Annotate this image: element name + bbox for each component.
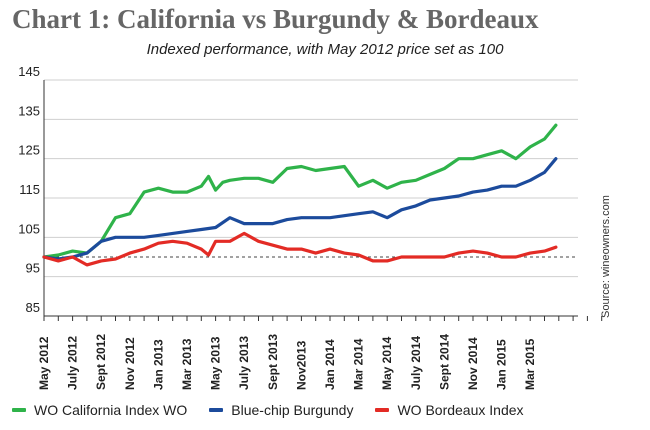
y-tick-label: 85 xyxy=(26,300,40,315)
x-tick-label: Sept 2012 xyxy=(94,334,108,390)
source-label: Source: wineowners.com xyxy=(600,195,612,318)
chart-subtitle: Indexed performance, with May 2012 price… xyxy=(146,41,504,58)
x-tick-label: May 2014 xyxy=(380,336,394,390)
x-tick-label: May 2013 xyxy=(209,336,223,390)
x-tick-label: Jan 2013 xyxy=(151,339,165,390)
x-tick-label: Mar 2015 xyxy=(523,338,537,390)
y-tick-label: 145 xyxy=(18,64,40,79)
x-tick-label: Jan 2015 xyxy=(495,339,509,390)
x-tick-label: Mar 2013 xyxy=(180,338,194,390)
legend-item-bordeaux: WO Bordeaux Index xyxy=(375,402,524,418)
legend-label-bordeaux: WO Bordeaux Index xyxy=(397,402,524,418)
y-tick-label: 125 xyxy=(18,143,40,158)
bordeaux-line xyxy=(42,231,558,267)
x-tick-label: Mar 2014 xyxy=(352,338,366,390)
x-tick-label: Nov 2012 xyxy=(123,337,137,390)
y-tick-label: 95 xyxy=(26,261,40,276)
legend-swatch-california xyxy=(12,408,26,412)
legend-label-burgundy: Blue-chip Burgundy xyxy=(231,402,354,418)
x-tick-label: July 2014 xyxy=(409,336,423,390)
x-tick-label: Jan 2014 xyxy=(323,339,337,390)
legend-swatch-bordeaux xyxy=(375,408,390,412)
y-tick-label: 105 xyxy=(18,221,40,236)
burgundy-line xyxy=(42,157,558,261)
legend-item-burgundy: Blue-chip Burgundy xyxy=(209,402,353,418)
legend-label-california: WO California Index WO xyxy=(34,402,188,418)
x-tick-label: July 2012 xyxy=(66,336,80,390)
x-tick-label: May 2012 xyxy=(37,336,51,390)
x-tick-label: Nov 2014 xyxy=(466,337,480,390)
y-tick-label: 135 xyxy=(18,103,40,118)
legend-item-california: WO California Index WO xyxy=(12,402,187,418)
california-line xyxy=(42,123,558,259)
x-tick-label: July 2013 xyxy=(237,336,251,390)
x-tick-label: Sept 2014 xyxy=(437,334,451,390)
x-tick-label: Sept 2013 xyxy=(266,334,280,390)
x-tick-label: Nov2013 xyxy=(294,340,308,390)
y-tick-label: 115 xyxy=(19,182,40,197)
chart-title: Chart 1: California vs Burgundy & Bordea… xyxy=(12,4,539,34)
legend-swatch-burgundy xyxy=(209,408,224,412)
chart-legend: WO California Index WO Blue-chip Burgund… xyxy=(12,402,546,418)
